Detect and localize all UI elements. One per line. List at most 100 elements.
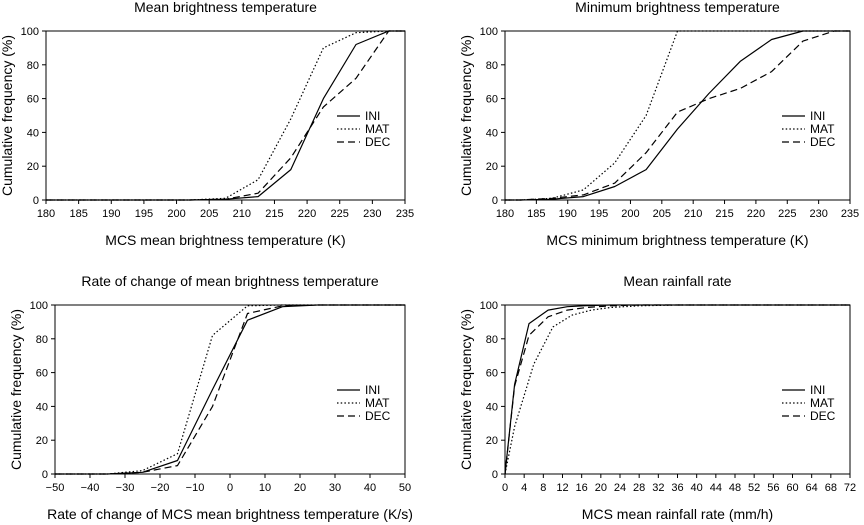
y-tick-label: 60 [486, 94, 498, 106]
legend-label: DEC [365, 135, 391, 149]
y-tick-label: 20 [27, 161, 39, 173]
x-tick-label: 205 [653, 208, 671, 220]
y-tick-label: 100 [30, 300, 48, 312]
legend-label: MAT [810, 396, 835, 410]
legend-label: MAT [365, 396, 390, 410]
x-tick-label: 210 [684, 208, 702, 220]
x-tick-label: 40 [364, 482, 376, 494]
legend-label: INI [365, 383, 380, 397]
x-tick-label: 210 [233, 208, 251, 220]
x-axis-label: MCS mean rainfall rate (mm/h) [582, 506, 773, 522]
x-tick-label: −40 [81, 482, 100, 494]
x-axis-label: MCS minimum brightness temperature (K) [546, 232, 808, 248]
x-tick-label: 64 [806, 482, 818, 494]
x-tick-label: 40 [691, 482, 703, 494]
y-axis-label: Cumulative frequency (%) [0, 35, 15, 196]
x-tick-label: 185 [69, 208, 87, 220]
series-line-dec [55, 304, 405, 475]
x-tick-label: 32 [652, 482, 664, 494]
x-tick-label: 12 [556, 482, 568, 494]
legend-label: DEC [810, 135, 836, 149]
y-tick-label: 60 [36, 368, 48, 380]
y-tick-label: 100 [480, 26, 498, 38]
y-tick-label: 0 [42, 469, 48, 481]
series-line-dec [504, 304, 850, 475]
x-tick-label: 50 [399, 482, 411, 494]
x-tick-label: 0 [227, 482, 233, 494]
x-tick-label: 8 [540, 482, 546, 494]
x-tick-label: 4 [521, 482, 527, 494]
chart-panel-2: Minimum brightness temperature 180 185 190 1… [458, 0, 859, 248]
series-line-dec [505, 30, 850, 201]
x-tick-label: 215 [715, 208, 733, 220]
legend-label: INI [810, 383, 825, 397]
y-tick-label: 0 [33, 195, 39, 207]
x-tick-label: 30 [329, 482, 341, 494]
legend-label: DEC [810, 409, 836, 423]
x-tick-label: −30 [116, 482, 135, 494]
x-tick-label: 190 [102, 208, 120, 220]
x-tick-label: 225 [331, 208, 349, 220]
x-tick-label: 180 [37, 208, 55, 220]
x-tick-label: 195 [590, 208, 608, 220]
x-axis-label: Rate of change of MCS mean brightness te… [47, 506, 413, 522]
legend-label: INI [810, 109, 825, 123]
x-tick-label: 215 [265, 208, 283, 220]
y-axis-label: Cumulative frequency (%) [458, 309, 474, 470]
x-tick-label: 36 [671, 482, 683, 494]
x-tick-label: 0 [502, 482, 508, 494]
y-axis-label: Cumulative frequency (%) [8, 309, 24, 470]
x-tick-label: 56 [767, 482, 779, 494]
x-tick-label: 235 [841, 208, 859, 220]
x-tick-label: 24 [614, 482, 626, 494]
y-tick-label: 80 [27, 60, 39, 72]
legend-label: DEC [365, 409, 391, 423]
chart-title: Minimum brightness temperature [575, 0, 780, 15]
y-tick-label: 40 [27, 127, 39, 139]
x-tick-label: 28 [633, 482, 645, 494]
y-axis-label: Cumulative frequency (%) [458, 35, 474, 196]
y-tick-label: 40 [486, 401, 498, 413]
y-tick-label: 20 [36, 435, 48, 447]
y-tick-label: 40 [36, 401, 48, 413]
x-tick-label: 220 [747, 208, 765, 220]
x-tick-label: 20 [294, 482, 306, 494]
y-tick-label: 100 [21, 26, 39, 38]
x-tick-label: 68 [825, 482, 837, 494]
x-tick-label: 44 [710, 482, 722, 494]
y-tick-label: 100 [480, 300, 498, 312]
x-tick-label: 200 [621, 208, 639, 220]
x-tick-label: 60 [786, 482, 798, 494]
x-tick-label: 220 [298, 208, 316, 220]
legend-label: MAT [365, 122, 390, 136]
y-tick-label: 60 [27, 94, 39, 106]
legend-label: MAT [810, 122, 835, 136]
x-tick-label: 72 [844, 482, 856, 494]
x-tick-label: −50 [46, 482, 65, 494]
x-tick-label: 16 [576, 482, 588, 494]
y-tick-label: 80 [486, 60, 498, 72]
x-tick-label: 225 [778, 208, 796, 220]
y-tick-label: 80 [36, 334, 48, 346]
x-tick-label: 10 [259, 482, 271, 494]
x-tick-label: 230 [809, 208, 827, 220]
x-tick-label: 185 [527, 208, 545, 220]
x-tick-label: 200 [167, 208, 185, 220]
series-line-dec [46, 30, 405, 201]
y-tick-label: 60 [486, 368, 498, 380]
x-tick-label: 180 [496, 208, 514, 220]
chart-title: Mean rainfall rate [623, 273, 731, 289]
y-tick-label: 40 [486, 127, 498, 139]
y-tick-label: 80 [486, 334, 498, 346]
x-tick-label: −10 [186, 482, 205, 494]
y-tick-label: 20 [486, 435, 498, 447]
y-tick-label: 0 [492, 469, 498, 481]
x-tick-label: −20 [151, 482, 170, 494]
plot-frame [45, 30, 406, 201]
x-axis-label: MCS mean brightness temperature (K) [105, 232, 345, 248]
x-tick-label: 52 [748, 482, 760, 494]
